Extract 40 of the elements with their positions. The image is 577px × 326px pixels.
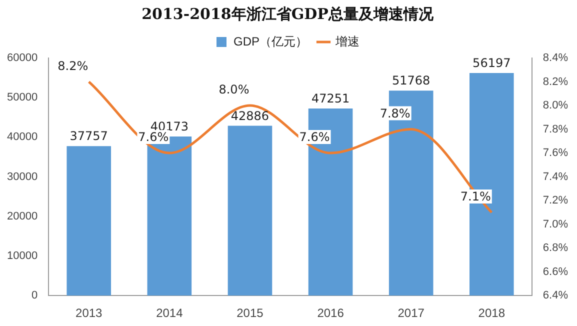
y-tick-label: 30000 <box>6 170 38 183</box>
data-label: 7.6% <box>299 130 330 144</box>
y-tick-label: 0 <box>31 290 38 302</box>
x-tick-label: 2017 <box>398 306 425 320</box>
x-tick-label: 2014 <box>156 306 184 320</box>
y-tick-label: 40000 <box>6 131 38 144</box>
data-label: 8.0% <box>218 82 250 97</box>
y-tick-label: 10000 <box>6 250 38 262</box>
x-tick-label: 2013 <box>76 306 103 320</box>
data-label: 42886 <box>230 108 270 123</box>
data-label: 7.8% <box>380 106 410 120</box>
y2-tick-label: 8.4% <box>542 52 568 64</box>
y2-tick-label: 7.8% <box>542 123 568 136</box>
y2-tick-label: 7.6% <box>542 147 568 160</box>
x-tick-label: 2016 <box>317 306 344 320</box>
bar <box>66 146 112 296</box>
bar <box>228 126 272 296</box>
y2-tick-label: 7.2% <box>542 194 568 207</box>
data-label: 7.1% <box>460 190 491 204</box>
data-label: 37757 <box>70 129 108 144</box>
data-label: 7.6% <box>138 130 169 144</box>
y2-tick-label: 8.2% <box>542 76 568 88</box>
x-tick-label: 2018 <box>478 306 506 320</box>
data-label: 51768 <box>392 74 430 88</box>
y2-tick-label: 6.8% <box>542 242 568 254</box>
y2-tick-label: 6.6% <box>542 266 568 278</box>
chart-title: 2013-2018年浙江省GDP总量及增速情况 <box>142 4 434 23</box>
y2-tick-label: 6.4% <box>542 290 568 302</box>
data-label: 56197 <box>472 56 511 70</box>
legend-label: 增速 <box>334 34 360 48</box>
y2-tick-label: 8.0% <box>542 100 568 112</box>
x-tick-label: 2015 <box>236 306 264 320</box>
legend-label: GDP（亿元） <box>234 34 308 48</box>
y2-tick-label: 7.0% <box>542 218 568 230</box>
y-tick-label: 50000 <box>6 92 38 104</box>
data-label: 8.2% <box>58 58 88 73</box>
y-tick-label: 20000 <box>6 210 38 222</box>
data-label: 47251 <box>311 92 350 106</box>
y2-tick-label: 7.4% <box>542 170 568 183</box>
y-tick-label: 60000 <box>6 52 38 64</box>
